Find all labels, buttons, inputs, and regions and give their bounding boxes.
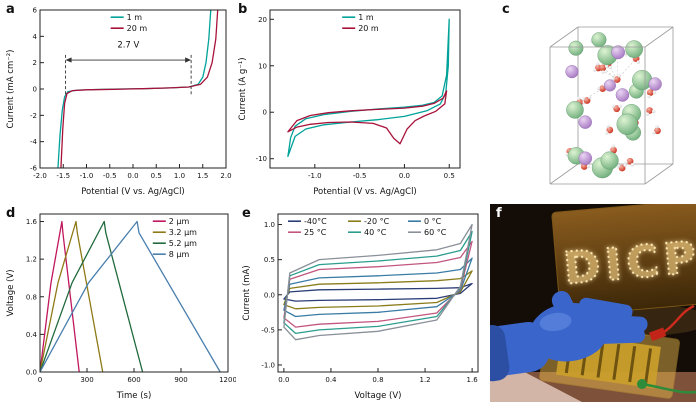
panel-label-b: b	[238, 2, 248, 17]
svg-text:-2: -2	[30, 112, 37, 120]
svg-text:1.6: 1.6	[467, 376, 479, 384]
svg-text:-40°C: -40°C	[304, 217, 327, 226]
panel-e: e 0.0 0.4 0.8 1.2 1.6 -1.0 -0.5 0.0 0.5 1.0 Voltag…	[240, 206, 488, 406]
svg-text:0.0: 0.0	[264, 291, 275, 299]
panel-label-e: e	[242, 206, 251, 221]
svg-text:3.2 µm: 3.2 µm	[169, 228, 197, 237]
svg-text:-1.5: -1.5	[56, 172, 70, 180]
lsv-chart: -2.0 -1.5 -1.0 -0.5 0.0 0.5 1.0 1.5 2.0 -6 -4 -2 0 2 4…	[6, 7, 232, 198]
glove	[490, 291, 648, 382]
svg-text:0: 0	[33, 86, 37, 94]
glove-finger	[578, 297, 633, 320]
panel-f: f DICP	[490, 204, 696, 402]
glove-finger	[589, 313, 648, 332]
svg-text:4: 4	[33, 33, 38, 41]
svg-text:Current (mA cm⁻²): Current (mA cm⁻²)	[6, 50, 16, 129]
svg-text:1200: 1200	[219, 376, 236, 384]
svg-text:Potential (V vs. Ag/AgCl): Potential (V vs. Ag/AgCl)	[81, 187, 185, 197]
svg-text:-0.5: -0.5	[103, 172, 117, 180]
svg-text:5.2 µm: 5.2 µm	[169, 239, 197, 248]
panel-label-f: f	[496, 206, 502, 221]
svg-text:Voltage (V): Voltage (V)	[6, 269, 16, 316]
cv-chart: -1.0 -0.5 0.0 0.5 -10 0 10 20 Potential (V vs. A…	[238, 9, 461, 197]
svg-text:1.0: 1.0	[264, 221, 275, 229]
svg-text:10: 10	[258, 62, 267, 70]
svg-text:600: 600	[127, 376, 140, 384]
svg-text:20 m: 20 m	[358, 24, 379, 33]
svg-text:40 °C: 40 °C	[364, 228, 387, 237]
svg-text:Current (mA): Current (mA)	[242, 265, 252, 320]
temperature-cv-chart: 0.0 0.4 0.8 1.2 1.6 -1.0 -0.5 0.0 0.5 1.0 Voltage …	[242, 213, 479, 401]
panel-label-d: d	[6, 206, 16, 221]
svg-text:1 m: 1 m	[358, 13, 374, 22]
led-board: DICP	[551, 204, 696, 317]
gcd-chart: 0 300 600 900 1200 0.0 0.4 0.8 1.2 1.6 Time (s) Vol…	[6, 213, 236, 401]
red-wire-clip	[649, 327, 667, 342]
svg-text:0: 0	[38, 376, 42, 384]
svg-text:20 m: 20 m	[127, 24, 148, 33]
svg-text:-1.0: -1.0	[308, 172, 322, 180]
svg-text:0.8: 0.8	[26, 293, 37, 301]
svg-text:60 °C: 60 °C	[424, 228, 447, 237]
svg-text:-0.5: -0.5	[353, 172, 367, 180]
svg-text:Potential (V vs. Ag/AgCl): Potential (V vs. Ag/AgCl)	[313, 187, 417, 197]
svg-text:-1.0: -1.0	[80, 172, 94, 180]
svg-text:2.7 V: 2.7 V	[117, 41, 139, 51]
panel-label-c: c	[502, 2, 510, 17]
panel-c: c	[500, 2, 696, 202]
led-sign-text: DICP	[562, 232, 696, 295]
svg-text:0.5: 0.5	[264, 256, 275, 264]
svg-text:Voltage (V): Voltage (V)	[354, 391, 401, 401]
svg-text:2 µm: 2 µm	[169, 217, 190, 226]
svg-text:1.6: 1.6	[26, 218, 38, 226]
svg-text:0 °C: 0 °C	[424, 217, 442, 226]
panel-label-a: a	[6, 2, 15, 17]
svg-text:-0.5: -0.5	[261, 326, 275, 334]
panel-b: b -1.0 -0.5 0.0 0.5 -10 0 10 20 Potential (V vs.…	[236, 2, 470, 202]
svg-text:-1.0: -1.0	[261, 361, 275, 369]
svg-text:0.5: 0.5	[151, 172, 162, 180]
svg-text:25 °C: 25 °C	[304, 228, 327, 237]
svg-text:1.2: 1.2	[26, 256, 37, 264]
svg-text:300: 300	[80, 376, 93, 384]
md-snapshot	[549, 26, 674, 185]
svg-text:1.0: 1.0	[174, 172, 185, 180]
glove-finger	[589, 327, 645, 345]
svg-text:20: 20	[258, 16, 267, 24]
svg-text:6: 6	[33, 7, 38, 15]
glove-cuff	[490, 324, 510, 382]
glove-thumb	[551, 291, 579, 326]
svg-text:900: 900	[174, 376, 187, 384]
svg-text:0.5: 0.5	[444, 172, 455, 180]
glove-highlight	[539, 312, 572, 332]
svg-text:0.8: 0.8	[372, 376, 383, 384]
svg-text:2.0: 2.0	[220, 172, 231, 180]
svg-text:Time (s): Time (s)	[116, 391, 152, 401]
svg-text:0.0: 0.0	[278, 376, 289, 384]
panel-d: d 0 300 600 900 1200 0.0 0.4 0.8 1.2 1.6 Time (s) V…	[4, 206, 238, 406]
svg-text:0: 0	[263, 109, 267, 117]
svg-text:0.0: 0.0	[127, 172, 138, 180]
svg-text:-20 °C: -20 °C	[364, 217, 390, 226]
svg-text:-4: -4	[30, 138, 38, 146]
svg-text:1.5: 1.5	[197, 172, 208, 180]
svg-text:0.4: 0.4	[26, 331, 38, 339]
svg-text:0.0: 0.0	[26, 369, 37, 377]
svg-text:-6: -6	[30, 165, 38, 173]
svg-text:Current (A g⁻¹): Current (A g⁻¹)	[238, 57, 248, 120]
negative-wire	[641, 382, 696, 394]
svg-text:8 µm: 8 µm	[169, 250, 190, 259]
svg-text:2: 2	[33, 59, 37, 67]
panel-a: a -2.0 -1.5 -1.0 -0.5 0.0 0.5 1.0 1.5 2.0 -6 -4 -2 0…	[4, 2, 234, 202]
svg-text:-10: -10	[256, 155, 267, 163]
svg-text:-2.0: -2.0	[33, 172, 47, 180]
device-photo: DICP	[490, 204, 696, 402]
svg-text:1.2: 1.2	[419, 376, 430, 384]
svg-text:0.4: 0.4	[325, 376, 337, 384]
svg-text:0.0: 0.0	[399, 172, 410, 180]
svg-text:1 m: 1 m	[127, 13, 143, 22]
green-wire-clip	[637, 379, 647, 389]
